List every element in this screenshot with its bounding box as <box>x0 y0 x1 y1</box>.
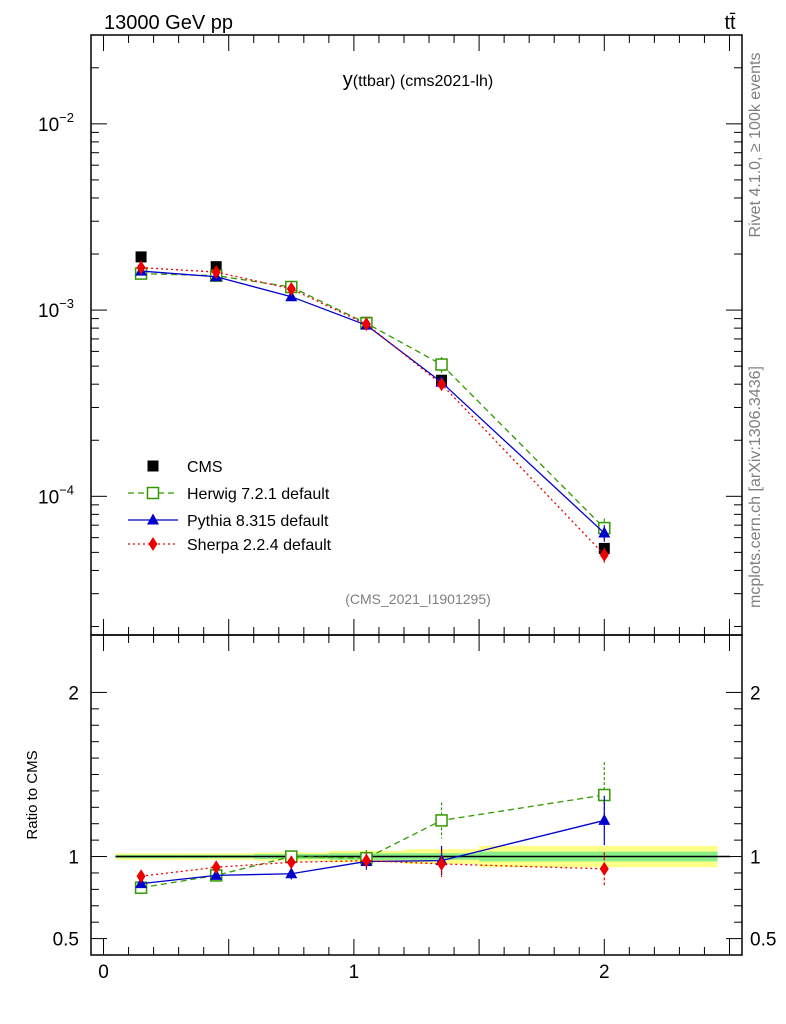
data-point-sherpa <box>286 281 296 296</box>
ratio-point-pythia <box>598 813 611 825</box>
rivet-version-label: Rivet 4.1.0, ≥ 100k events <box>747 53 764 238</box>
main-y-tick-label: 10−4 <box>38 482 74 508</box>
x-tick-label: 2 <box>599 962 610 983</box>
legend-pythia: Pythia 8.315 default <box>128 513 329 530</box>
ratio-point-sherpa <box>437 856 447 871</box>
data-point-sherpa <box>437 377 447 392</box>
data-point-herwig <box>435 358 448 371</box>
ratio-point-pythia <box>285 867 298 879</box>
series-pythia-line <box>141 270 605 534</box>
legend-marker-cms <box>147 460 159 472</box>
legend-herwig: Herwig 7.2.1 default <box>128 486 330 503</box>
main-y-tick-label: 10−2 <box>38 110 74 136</box>
ratio-point-sherpa <box>599 861 609 876</box>
legend-cms: CMS <box>147 459 223 476</box>
ratio-plot-frame <box>90 634 743 956</box>
legend-herwig-label: Herwig 7.2.1 default <box>187 486 330 503</box>
main-y-ticks: 10−2 10−3 10−4 <box>38 34 742 627</box>
ratio-series-sherpa <box>136 850 609 886</box>
ratio-y-axis-label: Ratio to CMS <box>24 750 41 839</box>
ratio-x-ticks: 0 1 2 <box>98 962 609 983</box>
ratio-point-herwig <box>435 814 448 827</box>
data-point-sherpa <box>599 547 609 562</box>
data-point-pythia <box>598 526 611 538</box>
series-sherpa-line <box>141 266 605 556</box>
ratio-y-ticks: 0.5 0.5 1 1 2 2 <box>53 683 777 950</box>
legend-pythia-symbol <box>128 513 178 525</box>
data-point-sherpa <box>211 265 221 280</box>
analysis-id: (CMS_2021_I1901295) <box>345 591 491 607</box>
legend-sherpa: Sherpa 2.2.4 default <box>128 537 332 554</box>
ratio-series <box>134 762 611 894</box>
legend-marker-herwig <box>146 486 160 500</box>
data-point-cms <box>135 251 147 263</box>
ratio-point-pythia <box>210 868 223 880</box>
legend-marker-pythia <box>147 513 159 525</box>
ratio-point-sherpa <box>361 853 371 868</box>
ratio-y-tick-label-right: 2 <box>750 683 761 704</box>
header-energy: 13000 GeV pp <box>104 12 233 34</box>
ratio-y-tick-label-left: 0.5 <box>53 930 79 951</box>
ratio-series-herwig <box>134 762 611 894</box>
legend-sherpa-symbol <box>128 537 178 551</box>
ratio-y-tick-label-right: 0.5 <box>750 930 776 951</box>
main-series <box>134 251 611 563</box>
ratio-y-tick-label-right: 1 <box>750 848 761 869</box>
series-sherpa <box>136 260 609 563</box>
legend-marker-sherpa <box>148 537 158 551</box>
ratio-point-sherpa <box>211 860 221 875</box>
data-point-sherpa <box>136 260 146 275</box>
legend: CMS Herwig 7.2.1 default Pythia 8.315 de… <box>128 459 332 554</box>
main-plot-panel: y(ttbar) (cms2021-lh) (CMS_2021_I1901295… <box>38 34 743 955</box>
legend-cms-symbol <box>147 460 159 472</box>
ratio-series-herwig-line <box>140 794 605 889</box>
ratio-plot-panel: Ratio to CMS 0.5 0.5 1 1 2 2 0 1 2 <box>24 634 777 983</box>
ratio-series-pythia <box>135 795 611 889</box>
ratio-y-tick-label-left: 1 <box>68 848 79 869</box>
x-tick-label: 1 <box>349 962 360 983</box>
plot-title: y(ttbar) (cms2021-lh) <box>343 69 493 91</box>
plot-title-rest: (ttbar) (cms2021-lh) <box>353 73 493 90</box>
plot-title-main: y <box>343 69 353 91</box>
mcplots-label: mcplots.cern.ch [arXiv:1306.3436] <box>747 366 764 608</box>
ratio-y-tick-label-left: 2 <box>68 683 79 704</box>
main-x-ticks <box>103 35 730 955</box>
ratio-series-pythia-line <box>141 819 605 885</box>
legend-cms-label: CMS <box>187 459 223 476</box>
header-process: tt̄ <box>724 12 736 34</box>
ratio-point-sherpa <box>286 855 296 870</box>
legend-sherpa-label: Sherpa 2.2.4 default <box>187 537 332 554</box>
x-tick-label: 0 <box>98 962 109 983</box>
main-y-tick-label: 10−3 <box>38 296 74 322</box>
series-cms <box>135 251 610 554</box>
legend-pythia-label: Pythia 8.315 default <box>187 513 329 530</box>
data-point-sherpa <box>361 317 371 332</box>
legend-herwig-symbol <box>128 486 178 500</box>
ratio-point-sherpa <box>136 869 146 884</box>
